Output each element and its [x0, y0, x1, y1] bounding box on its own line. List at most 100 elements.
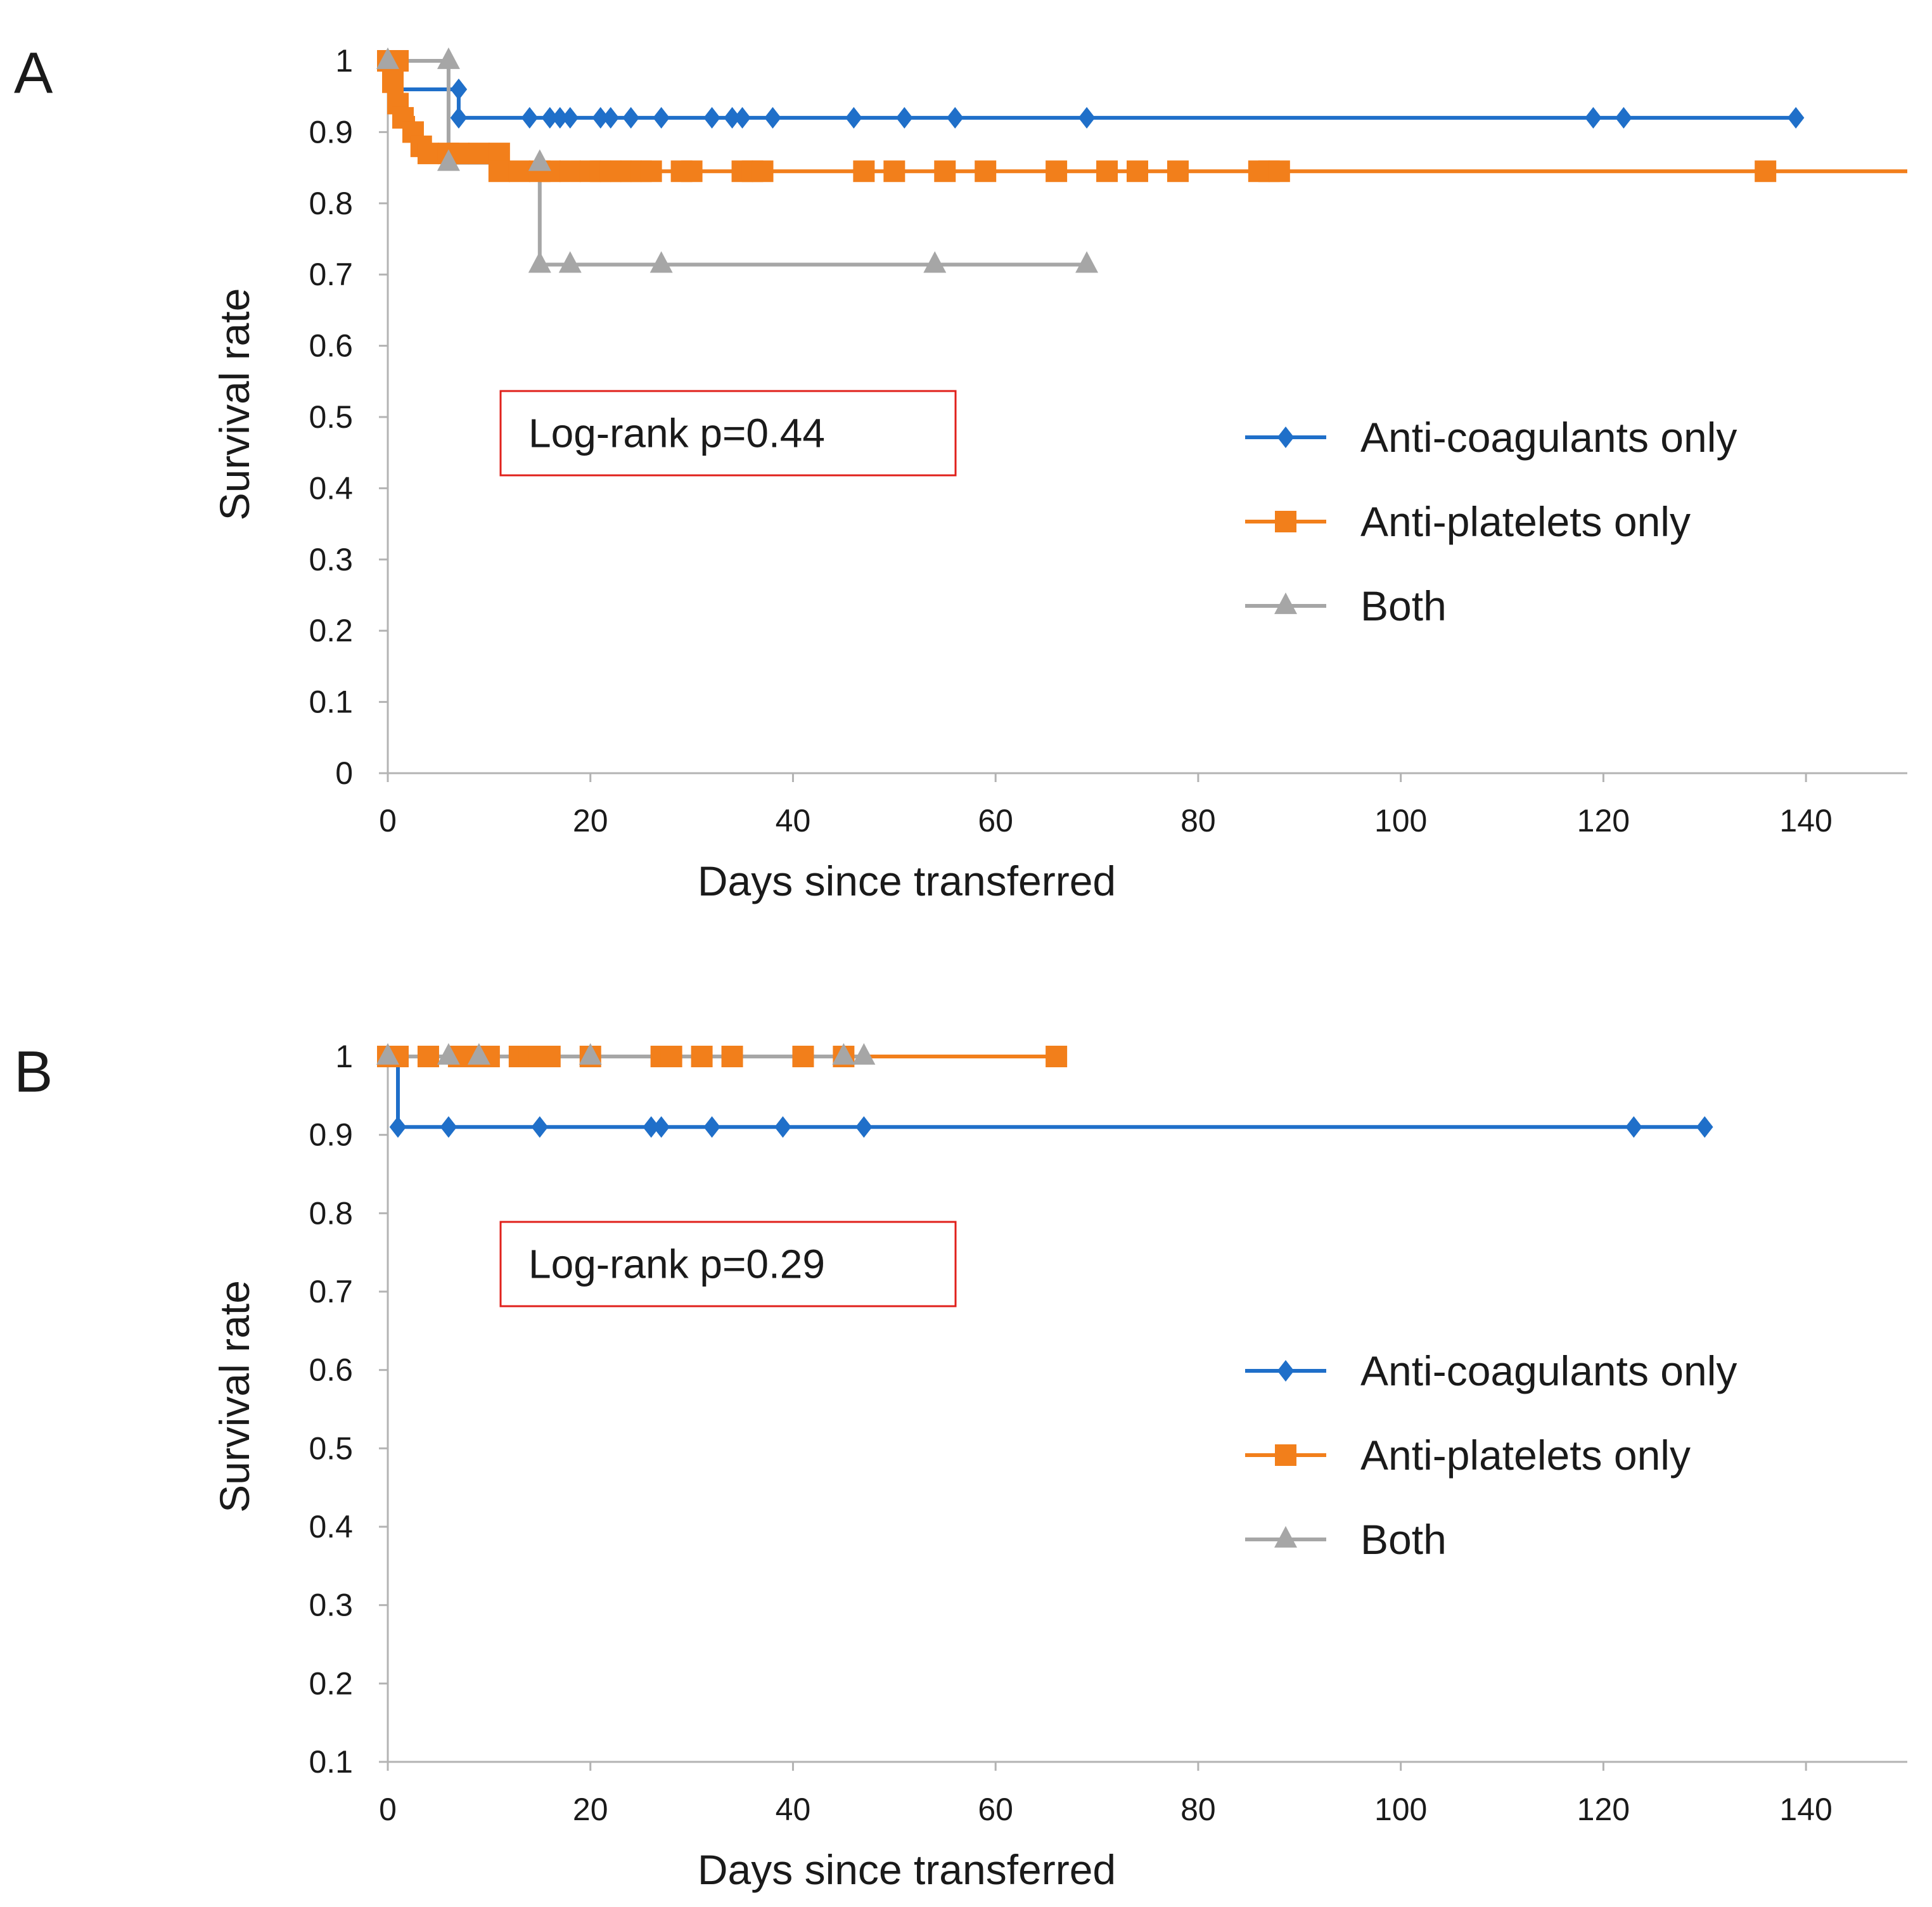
series-marker	[1615, 106, 1632, 129]
x-tick-label: 100	[1374, 803, 1427, 838]
series-marker	[417, 1046, 439, 1067]
x-tick-label: 120	[1577, 803, 1630, 838]
chart-panel-B: B 0.1 0.2 0.3 0.4 0.5 0.6 0.7 0.8 0.9 1 0 20 40 60 80 10…	[14, 1039, 1907, 1893]
series-marker	[855, 1116, 873, 1138]
series-marker	[764, 106, 781, 129]
series-marker	[528, 149, 551, 171]
x-tick-label: 60	[978, 803, 1013, 838]
y-tick-label: 0.6	[309, 328, 353, 364]
x-tick-label: 20	[573, 803, 608, 838]
y-tick-label: 0.8	[309, 1195, 353, 1231]
series-marker	[649, 251, 673, 273]
series-marker	[592, 106, 609, 129]
chart-panel-A: A 0 0.1 0.2 0.3 0.4 0.5 0.6 0.7 0.8 0.9 1 0 20 40 60 80 1…	[14, 41, 1907, 904]
series-marker	[558, 251, 582, 273]
legend-entry: Anti-platelets only	[1245, 1432, 1691, 1479]
x-axis-title: Days since transferred	[698, 857, 1116, 904]
legend-label: Anti-coagulants only	[1360, 1347, 1737, 1394]
legend-marker	[1277, 1360, 1295, 1382]
legend-marker	[1274, 592, 1297, 614]
series-marker	[376, 1043, 399, 1065]
legend-label: Both	[1360, 1516, 1447, 1563]
series-marker	[376, 47, 399, 69]
y-tick-label: 0.1	[309, 684, 353, 720]
legend-entry: Anti-platelets only	[1245, 498, 1691, 545]
series-marker	[539, 1046, 561, 1067]
y-tick-label: 0.3	[309, 1588, 353, 1623]
series-marker	[640, 160, 662, 183]
series-marker	[528, 251, 551, 273]
y-tick-label: 0.4	[309, 470, 353, 506]
series-marker	[437, 47, 460, 69]
x-tick-label: 0	[379, 1792, 397, 1827]
series-marker	[1078, 106, 1096, 129]
y-tick-label: 0.9	[309, 1117, 353, 1153]
y-tick-label: 0.2	[309, 613, 353, 648]
annotation-text: Log-rank p=0.44	[528, 411, 825, 456]
series-marker	[923, 251, 947, 273]
panel-letter: B	[14, 1039, 53, 1104]
series-marker	[1585, 106, 1602, 129]
series-marker	[703, 106, 720, 129]
series-marker	[934, 160, 956, 183]
series-marker	[883, 160, 905, 183]
series-marker	[1755, 160, 1777, 183]
y-axis-title: Survival rate	[211, 1280, 258, 1513]
series-marker	[1787, 106, 1805, 129]
series-marker	[703, 1116, 720, 1138]
series-marker	[653, 106, 670, 129]
series-marker	[559, 160, 581, 183]
y-tick-label: 0.4	[309, 1509, 353, 1544]
series-marker	[437, 149, 460, 171]
x-tick-label: 20	[573, 1792, 608, 1827]
annotation-box	[499, 1221, 957, 1307]
x-tick-label: 140	[1779, 1792, 1832, 1827]
y-axis-title: Survival rate	[211, 288, 258, 521]
legend-entry: Both	[1245, 1516, 1447, 1563]
series-marker	[896, 106, 913, 129]
y-tick-label: 0.7	[309, 257, 353, 292]
series-marker	[450, 106, 468, 129]
series-marker	[1127, 160, 1149, 183]
legend-label: Anti-coagulants only	[1360, 414, 1737, 461]
series-marker	[845, 106, 862, 129]
series-marker	[853, 160, 875, 183]
y-tick-label: 0.9	[309, 114, 353, 150]
annotation-box	[499, 390, 957, 477]
series-marker	[975, 160, 997, 183]
x-tick-label: 140	[1779, 803, 1832, 838]
legend-entry: Both	[1245, 582, 1447, 629]
series-marker	[541, 106, 559, 129]
legend-label: Both	[1360, 582, 1447, 629]
series-marker	[561, 106, 579, 129]
series-marker	[602, 106, 619, 129]
y-tick-label: 0.5	[309, 399, 353, 435]
x-tick-label: 0	[379, 803, 397, 838]
series-marker	[440, 1116, 457, 1138]
annotation-text: Log-rank p=0.29	[528, 1242, 825, 1287]
series-marker	[792, 1046, 814, 1067]
series-marker	[389, 1116, 407, 1138]
y-tick-label: 0	[335, 755, 353, 791]
series-marker	[381, 71, 404, 93]
series-marker	[724, 106, 741, 129]
series-marker	[1696, 1116, 1713, 1138]
series-marker	[832, 1043, 855, 1065]
legend-marker	[1277, 427, 1295, 448]
series-marker	[531, 1116, 549, 1138]
series-marker	[1268, 160, 1290, 183]
series-marker	[653, 1116, 670, 1138]
series-marker	[660, 1046, 682, 1067]
series-marker	[691, 1046, 713, 1067]
series-marker	[1046, 160, 1068, 183]
series-marker	[437, 1043, 460, 1065]
legend-marker	[1274, 1525, 1297, 1548]
y-tick-label: 1	[335, 1039, 353, 1074]
y-tick-label: 0.5	[309, 1430, 353, 1466]
series-marker	[551, 106, 569, 129]
series-marker	[852, 1043, 876, 1065]
y-tick-label: 1	[335, 43, 353, 79]
x-tick-label: 40	[776, 803, 811, 838]
y-tick-label: 0.6	[309, 1352, 353, 1388]
series-marker	[774, 1116, 791, 1138]
